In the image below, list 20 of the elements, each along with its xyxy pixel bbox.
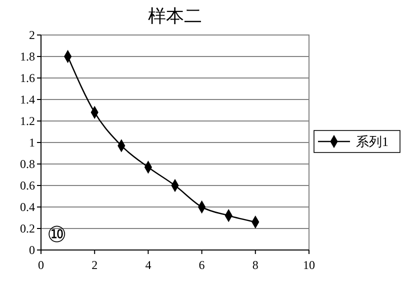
y-tick-label: 1 <box>29 136 35 150</box>
x-tick-label: 8 <box>252 258 258 272</box>
x-tick-label: 4 <box>145 258 152 272</box>
y-tick-label: 0.4 <box>20 200 35 214</box>
x-tick-label: 10 <box>303 258 315 272</box>
y-tick-label: 1.2 <box>20 114 35 128</box>
y-tick-label: 0.2 <box>20 222 35 236</box>
y-tick-label: 1.8 <box>20 50 35 64</box>
y-tick-label: 0.8 <box>20 157 35 172</box>
x-tick-label: 2 <box>92 258 98 272</box>
y-tick-label: 1.6 <box>20 71 35 86</box>
y-tick-label: 0.6 <box>20 178 35 193</box>
x-tick-label: 0 <box>38 258 44 272</box>
y-tick-label: 0 <box>29 243 35 258</box>
annotation: ⑩ <box>47 222 67 247</box>
y-tick-label: 2 <box>29 28 35 42</box>
y-tick-label: 1.4 <box>20 92 35 107</box>
chart-title: 样本二 <box>148 6 202 26</box>
x-tick-label: 6 <box>198 258 205 272</box>
legend-label: 系列1 <box>356 134 388 150</box>
